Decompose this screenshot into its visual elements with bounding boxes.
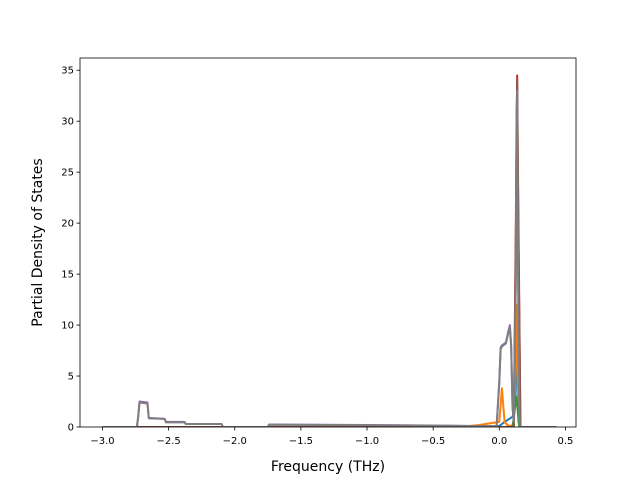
y-tick-label: 30 xyxy=(61,117,74,128)
y-tick-label: 5 xyxy=(68,372,74,383)
x-tick-label: −1.0 xyxy=(355,436,379,447)
y-axis-label: Partial Density of States xyxy=(30,158,46,326)
x-tick-label: −3.0 xyxy=(90,436,114,447)
x-tick-label: −0.5 xyxy=(421,436,445,447)
series-line-6 xyxy=(102,77,557,427)
plot-frame xyxy=(79,57,577,428)
y-tick-label: 15 xyxy=(61,270,74,281)
y-tick-label: 10 xyxy=(61,321,74,332)
y-tick-label: 0 xyxy=(68,423,74,434)
y-tick-label: 20 xyxy=(61,219,74,230)
series-line-4 xyxy=(102,74,557,427)
x-tick-label: −2.5 xyxy=(156,436,180,447)
x-axis-ticks: −3.0 −2.5 −2.0 −1.5 −1.0 −0.5 0.0 0.5 xyxy=(90,427,573,447)
x-tick-label: −1.5 xyxy=(289,436,313,447)
x-axis-label: Frequency (THz) xyxy=(271,459,385,475)
y-tick-label: 25 xyxy=(61,168,74,179)
y-axis-ticks: 0 5 10 15 20 25 30 35 xyxy=(61,66,80,434)
series-line-7 xyxy=(102,89,557,427)
x-tick-label: 0.0 xyxy=(491,436,507,447)
series-layer xyxy=(102,74,557,427)
x-tick-label: 0.5 xyxy=(557,436,573,447)
x-tick-label: −2.0 xyxy=(223,436,247,447)
y-tick-label: 35 xyxy=(61,66,74,77)
